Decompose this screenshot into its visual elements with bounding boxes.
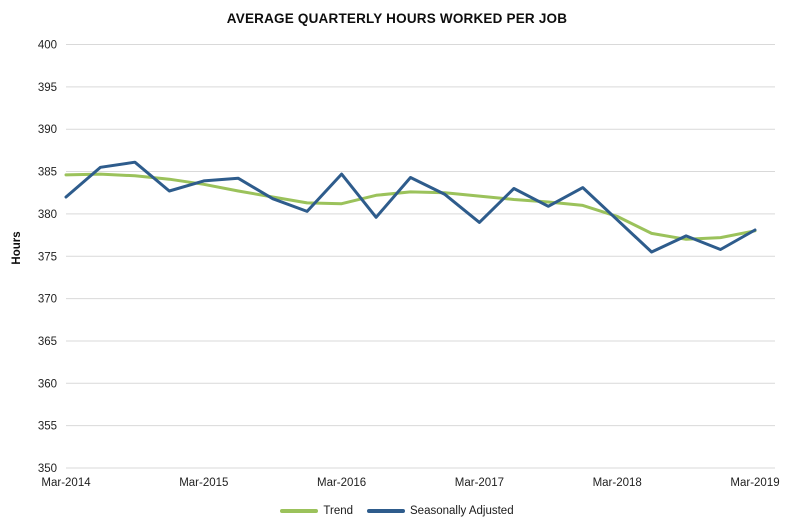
- x-tick-label: Mar-2015: [179, 477, 228, 489]
- legend-label-trend: Trend: [323, 505, 354, 517]
- legend-label-seasonally-adjusted: Seasonally Adjusted: [410, 505, 514, 517]
- y-tick-label: 375: [38, 251, 57, 263]
- y-tick-label: 390: [38, 124, 57, 136]
- y-tick-label: 355: [38, 421, 57, 433]
- x-tick-label: Mar-2019: [730, 477, 779, 489]
- legend-item-trend: Trend: [280, 505, 353, 517]
- seasonally-adjusted-line: [64, 160, 757, 254]
- x-tick-label: Mar-2018: [593, 477, 642, 489]
- trend-line-swatch: [280, 509, 319, 513]
- y-tick-label: 385: [38, 167, 57, 179]
- y-tick-label: 365: [38, 336, 57, 348]
- chart-title: AVERAGE QUARTERLY HOURS WORKED PER JOB: [226, 11, 568, 26]
- y-tick-label: 380: [38, 209, 57, 221]
- legend-item-seasonally-adjusted: Seasonally Adjusted: [367, 505, 514, 517]
- y-tick-label: 370: [38, 294, 57, 306]
- x-tick-label: Mar-2017: [455, 477, 504, 489]
- x-tick-label: Mar-2014: [41, 477, 91, 489]
- legend: Trend Seasonally Adjusted: [0, 501, 794, 521]
- x-tick-label: Mar-2016: [317, 477, 366, 489]
- y-tick-label: 400: [38, 40, 57, 52]
- y-tick-label: 350: [38, 463, 57, 475]
- y-tick-label: 360: [38, 378, 57, 390]
- seasonally-adjusted-line-swatch: [367, 509, 406, 513]
- y-tick-label: 395: [38, 82, 57, 94]
- trend-line: [64, 172, 757, 241]
